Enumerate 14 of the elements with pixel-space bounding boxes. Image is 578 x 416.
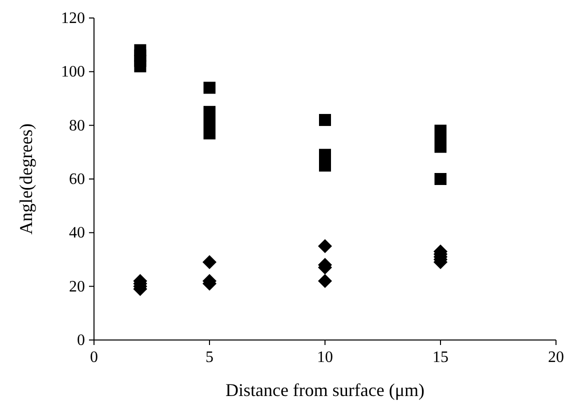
x-tick-label: 0: [90, 349, 98, 366]
x-tick-label: 5: [206, 349, 214, 366]
x-tick-label: 20: [548, 349, 564, 366]
y-tick-label: 100: [61, 64, 85, 81]
y-tick-label: 120: [61, 10, 85, 27]
y-tick-label: 80: [69, 117, 85, 134]
y-tick-label: 20: [69, 278, 85, 296]
x-tick-label: 10: [317, 349, 333, 366]
x-axis-title: Distance from surface (μm): [225, 380, 425, 400]
y-tick-label: 60: [69, 171, 85, 188]
x-tick-label: 15: [432, 349, 448, 366]
y-tick-label: 0: [77, 332, 85, 349]
y-tick-label: 40: [69, 224, 85, 242]
y-axis-title: Angle(degrees): [16, 124, 36, 234]
